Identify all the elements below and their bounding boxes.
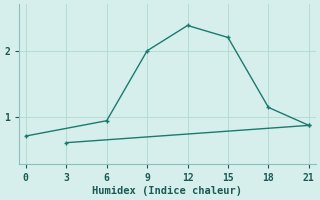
X-axis label: Humidex (Indice chaleur): Humidex (Indice chaleur) — [92, 186, 242, 196]
